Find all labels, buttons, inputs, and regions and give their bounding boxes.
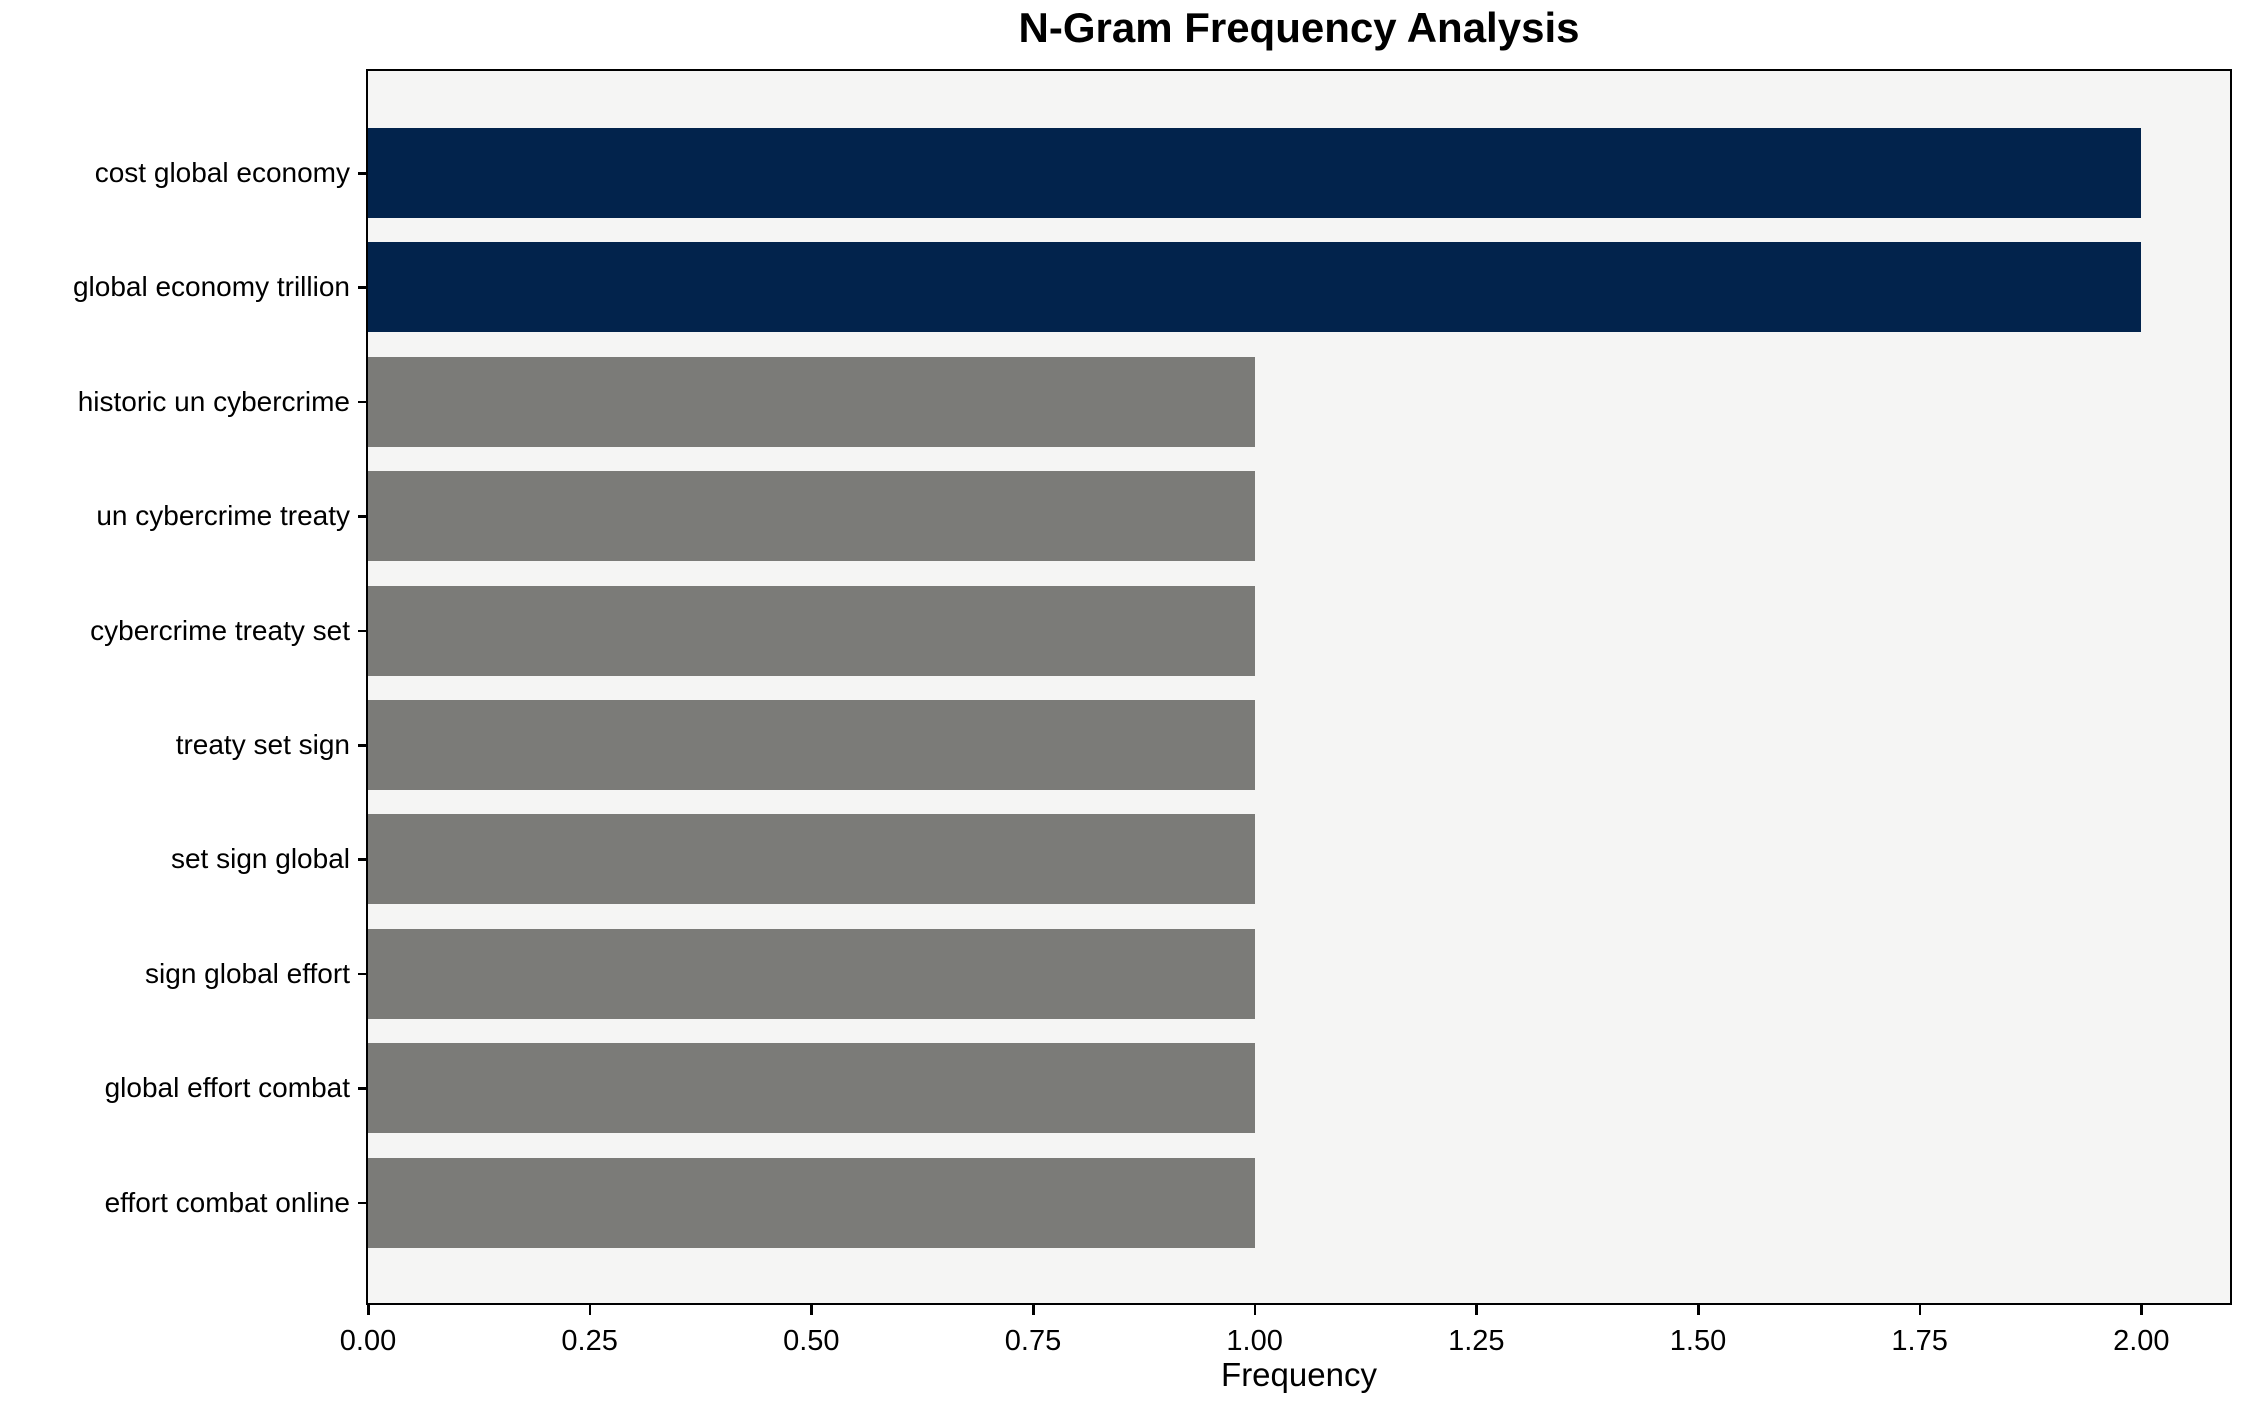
y-axis-label: set sign global	[170, 843, 350, 875]
y-tick	[358, 1087, 368, 1090]
x-tick-label: 0.00	[339, 1325, 397, 1357]
x-tick-label: 0.25	[561, 1325, 618, 1357]
y-tick	[358, 1201, 368, 1205]
bar	[368, 1043, 1255, 1134]
x-axis-title: Frequency	[1221, 1356, 1377, 1393]
bar	[368, 356, 1255, 447]
y-axis-label: cybercrime treaty set	[90, 614, 350, 646]
y-tick	[358, 515, 368, 518]
y-tick	[358, 629, 368, 633]
x-tick-label: 1.50	[1669, 1325, 1727, 1357]
x-tick	[810, 1303, 813, 1315]
plot-area	[366, 69, 2232, 1305]
x-tick	[2140, 1303, 2143, 1315]
bar	[368, 128, 2142, 218]
bar	[368, 700, 1255, 790]
y-tick	[358, 400, 368, 404]
chart-title: N-Gram Frequency Analysis	[1018, 4, 1580, 51]
y-tick	[358, 858, 368, 861]
bar	[368, 814, 1255, 905]
y-axis-label: global effort combat	[104, 1072, 350, 1104]
x-tick-label: 1.25	[1448, 1325, 1505, 1357]
y-axis-label: effort combat online	[104, 1186, 350, 1218]
x-tick-label: 1.00	[1226, 1325, 1283, 1357]
y-axis-label: cost global economy	[94, 157, 350, 188]
bar	[368, 585, 1255, 676]
x-tick-label: 1.75	[1891, 1325, 1948, 1357]
x-tick	[1475, 1303, 1478, 1315]
y-tick	[358, 972, 368, 976]
y-tick	[358, 744, 368, 747]
x-tick	[588, 1303, 592, 1315]
x-tick	[1253, 1303, 1257, 1315]
x-tick-label: 0.50	[783, 1325, 840, 1357]
y-tick	[358, 286, 368, 289]
bar	[368, 1157, 1255, 1248]
y-axis-label: sign global effort	[145, 957, 350, 989]
x-tick	[367, 1303, 370, 1315]
y-tick	[358, 172, 368, 175]
x-tick	[1697, 1303, 1700, 1315]
x-tick-label: 2.00	[2113, 1325, 2170, 1357]
x-tick	[1918, 1303, 1922, 1315]
bar	[368, 471, 1255, 562]
y-axis-label: historic un cybercrime	[77, 385, 350, 417]
y-axis-label: treaty set sign	[175, 729, 350, 760]
x-tick-label: 0.75	[1004, 1325, 1062, 1357]
bar	[368, 242, 2142, 333]
bar	[368, 928, 1255, 1019]
x-tick	[1032, 1303, 1035, 1315]
y-axis-label: global economy trillion	[72, 271, 350, 303]
y-axis-label: un cybercrime treaty	[96, 500, 350, 532]
